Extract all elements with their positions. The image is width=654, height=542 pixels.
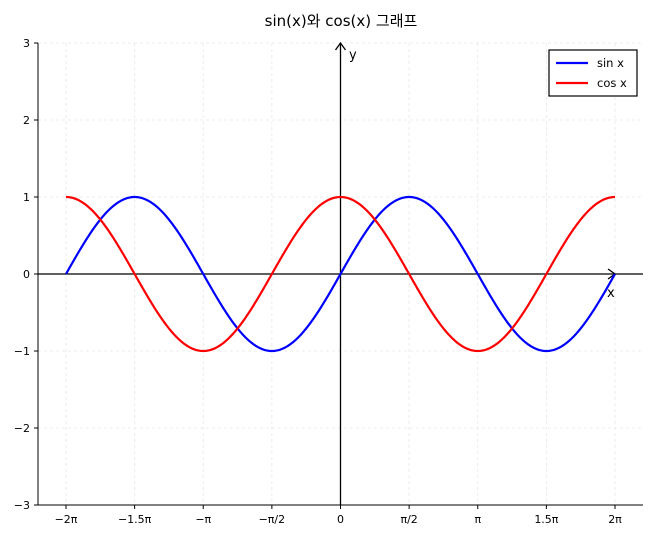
y-tick-label: 2 — [23, 114, 30, 127]
x-tick-label: −π — [195, 513, 211, 526]
x-tick-label: −π/2 — [259, 513, 286, 526]
legend-label-sin-x: sin x — [597, 56, 624, 70]
series-lines — [65, 195, 616, 353]
series-line-cos-x — [65, 195, 616, 353]
tick-marks: −2π −1.5π −π −π/2 0 π/2 π 1.5π 2π −3 −2 −1 0 1 2 3 — [14, 37, 622, 526]
x-tick-label: 0 — [337, 513, 344, 526]
legend: sin x cos x — [548, 49, 638, 97]
legend-label-cos-x: cos x — [597, 76, 627, 90]
x-axis-label: x — [607, 286, 615, 301]
x-tick-label: 2π — [608, 513, 622, 526]
x-tick-label: π/2 — [400, 513, 417, 526]
y-tick-label: 0 — [23, 268, 30, 281]
chart-title: sin(x)와 cos(x) 그래프 — [265, 12, 418, 30]
x-tick-label: −1.5π — [118, 513, 152, 526]
x-tick-label: −2π — [55, 513, 78, 526]
y-tick-label: −1 — [14, 345, 30, 358]
y-axis-label: y — [349, 48, 357, 63]
series-line-sin-x — [65, 195, 616, 353]
legend-box — [548, 49, 638, 97]
y-tick-label: 1 — [23, 191, 30, 204]
y-tick-label: 3 — [23, 37, 30, 50]
y-axis-arrow — [334, 41, 347, 51]
x-tick-label: 1.5π — [534, 513, 558, 526]
y-tick-label: −3 — [14, 499, 30, 512]
y-tick-label: −2 — [14, 422, 30, 435]
x-tick-label: π — [474, 513, 481, 526]
